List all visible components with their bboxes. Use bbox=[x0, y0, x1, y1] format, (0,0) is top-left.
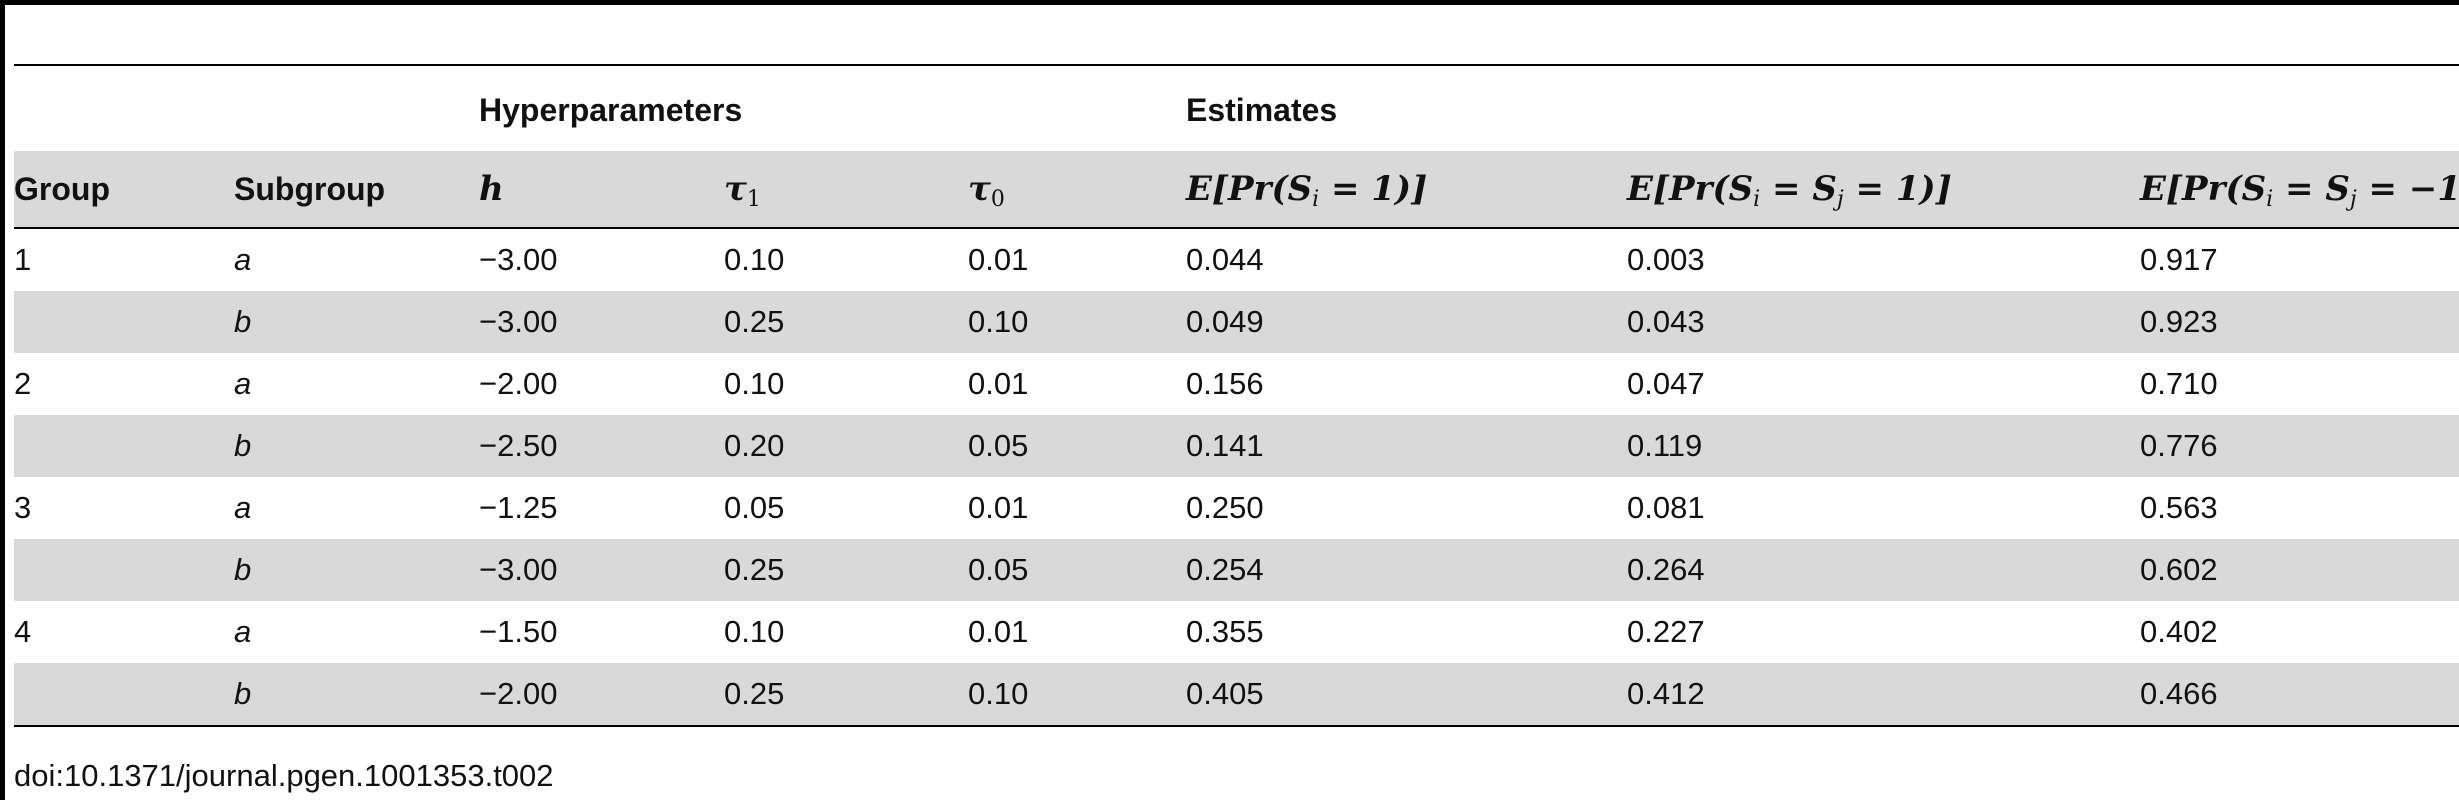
cell-group: 2 bbox=[14, 366, 32, 401]
cell-tau1: 0.25 bbox=[724, 552, 785, 587]
cell-h: −2.50 bbox=[479, 428, 558, 463]
cell-h: −3.00 bbox=[479, 552, 558, 587]
cell-group: 4 bbox=[14, 614, 32, 649]
cell-estimate-both-one: 0.412 bbox=[1627, 676, 1705, 711]
column-header-estimate-both-minus-one: E[Pr(Si = Sj = −1)] bbox=[2140, 169, 2459, 212]
cell-tau0: 0.05 bbox=[968, 428, 1029, 463]
cell-h: −2.00 bbox=[479, 366, 558, 401]
table-row: b −3.00 0.25 0.10 0.049 0.043 0.923 bbox=[14, 291, 2459, 353]
cell-subgroup: b bbox=[234, 676, 252, 711]
cell-tau1: 0.25 bbox=[724, 304, 785, 339]
cell-estimate-both-one: 0.227 bbox=[1627, 614, 1705, 649]
cell-tau0: 0.10 bbox=[968, 304, 1029, 339]
group-header-row: Hyperparameters Estimates bbox=[14, 66, 2459, 153]
cell-estimate-single: 0.044 bbox=[1186, 242, 1264, 277]
cell-estimate-both-minus-one: 0.917 bbox=[2140, 242, 2218, 277]
cell-h: −1.50 bbox=[479, 614, 558, 649]
column-header-estimate-single: E[Pr(Si = 1)] bbox=[1186, 169, 1428, 212]
table-row: 4 a −1.50 0.10 0.01 0.355 0.227 0.402 bbox=[14, 601, 2459, 663]
hyperparameters-header: Hyperparameters bbox=[479, 92, 743, 128]
cell-estimate-both-minus-one: 0.710 bbox=[2140, 366, 2218, 401]
column-header-estimate-both-one: E[Pr(Si = Sj = 1)] bbox=[1627, 169, 1952, 212]
cell-estimate-single: 0.049 bbox=[1186, 304, 1264, 339]
cell-estimate-both-one: 0.003 bbox=[1627, 242, 1705, 277]
cell-tau0: 0.05 bbox=[968, 552, 1029, 587]
cell-tau1: 0.10 bbox=[724, 614, 785, 649]
cell-estimate-both-one: 0.043 bbox=[1627, 304, 1705, 339]
cell-estimate-single: 0.156 bbox=[1186, 366, 1264, 401]
table-row: b −2.00 0.25 0.10 0.405 0.412 0.466 bbox=[14, 663, 2459, 725]
cell-estimate-both-minus-one: 0.402 bbox=[2140, 614, 2218, 649]
cell-tau1: 0.10 bbox=[724, 366, 785, 401]
cell-tau0: 0.10 bbox=[968, 676, 1029, 711]
table-row: b −3.00 0.25 0.05 0.254 0.264 0.602 bbox=[14, 539, 2459, 601]
table-top-rule bbox=[14, 64, 2459, 66]
cell-estimate-single: 0.355 bbox=[1186, 614, 1264, 649]
doi-footer: doi:10.1371/journal.pgen.1001353.t002 bbox=[14, 758, 554, 793]
top-border-rule bbox=[0, 0, 2459, 5]
cell-estimate-single: 0.250 bbox=[1186, 490, 1264, 525]
cell-h: −1.25 bbox=[479, 490, 558, 525]
cell-estimate-both-minus-one: 0.466 bbox=[2140, 676, 2218, 711]
table-bottom-rule bbox=[14, 725, 2459, 727]
cell-estimate-both-one: 0.081 bbox=[1627, 490, 1705, 525]
results-table: Hyperparameters Estimates Group Subgroup… bbox=[14, 64, 2459, 727]
cell-estimate-single: 0.254 bbox=[1186, 552, 1264, 587]
cell-tau0: 0.01 bbox=[968, 614, 1029, 649]
cell-estimate-both-minus-one: 0.563 bbox=[2140, 490, 2218, 525]
cell-subgroup: a bbox=[234, 366, 252, 401]
cell-subgroup: a bbox=[234, 614, 252, 649]
table-row: 1 a −3.00 0.10 0.01 0.044 0.003 0.917 bbox=[14, 229, 2459, 291]
column-header-subgroup: Subgroup bbox=[234, 171, 386, 207]
cell-subgroup: a bbox=[234, 490, 252, 525]
cell-estimate-both-one: 0.264 bbox=[1627, 552, 1705, 587]
column-header-group: Group bbox=[14, 171, 110, 207]
cell-estimate-single: 0.141 bbox=[1186, 428, 1264, 463]
table-row: b −2.50 0.20 0.05 0.141 0.119 0.776 bbox=[14, 415, 2459, 477]
cell-tau1: 0.05 bbox=[724, 490, 785, 525]
cell-h: −3.00 bbox=[479, 304, 558, 339]
column-header-row: Group Subgroup h τ1 τ0 E[Pr(Si = 1)] E[P… bbox=[14, 151, 2459, 229]
cell-subgroup: b bbox=[234, 304, 252, 339]
table-row: 2 a −2.00 0.10 0.01 0.156 0.047 0.710 bbox=[14, 353, 2459, 415]
column-header-h: h bbox=[479, 169, 504, 209]
column-header-tau1: τ1 bbox=[724, 169, 761, 212]
cell-tau1: 0.20 bbox=[724, 428, 785, 463]
cell-tau0: 0.01 bbox=[968, 242, 1029, 277]
cell-subgroup: b bbox=[234, 428, 252, 463]
cell-tau0: 0.01 bbox=[968, 490, 1029, 525]
cell-subgroup: a bbox=[234, 242, 252, 277]
cell-group: 3 bbox=[14, 490, 32, 525]
cell-estimate-both-one: 0.119 bbox=[1627, 428, 1703, 463]
cell-estimate-single: 0.405 bbox=[1186, 676, 1264, 711]
cell-tau0: 0.01 bbox=[968, 366, 1029, 401]
cell-subgroup: b bbox=[234, 552, 252, 587]
cell-estimate-both-minus-one: 0.602 bbox=[2140, 552, 2218, 587]
cell-group: 1 bbox=[14, 242, 32, 277]
estimates-header: Estimates bbox=[1186, 92, 1338, 128]
cell-tau1: 0.10 bbox=[724, 242, 785, 277]
cell-estimate-both-minus-one: 0.923 bbox=[2140, 304, 2218, 339]
left-border-bar bbox=[0, 0, 5, 800]
cell-h: −3.00 bbox=[479, 242, 558, 277]
cell-h: −2.00 bbox=[479, 676, 558, 711]
column-header-tau0: τ0 bbox=[968, 169, 1005, 212]
cell-tau1: 0.25 bbox=[724, 676, 785, 711]
cell-estimate-both-minus-one: 0.776 bbox=[2140, 428, 2218, 463]
cell-estimate-both-one: 0.047 bbox=[1627, 366, 1705, 401]
table-row: 3 a −1.25 0.05 0.01 0.250 0.081 0.563 bbox=[14, 477, 2459, 539]
